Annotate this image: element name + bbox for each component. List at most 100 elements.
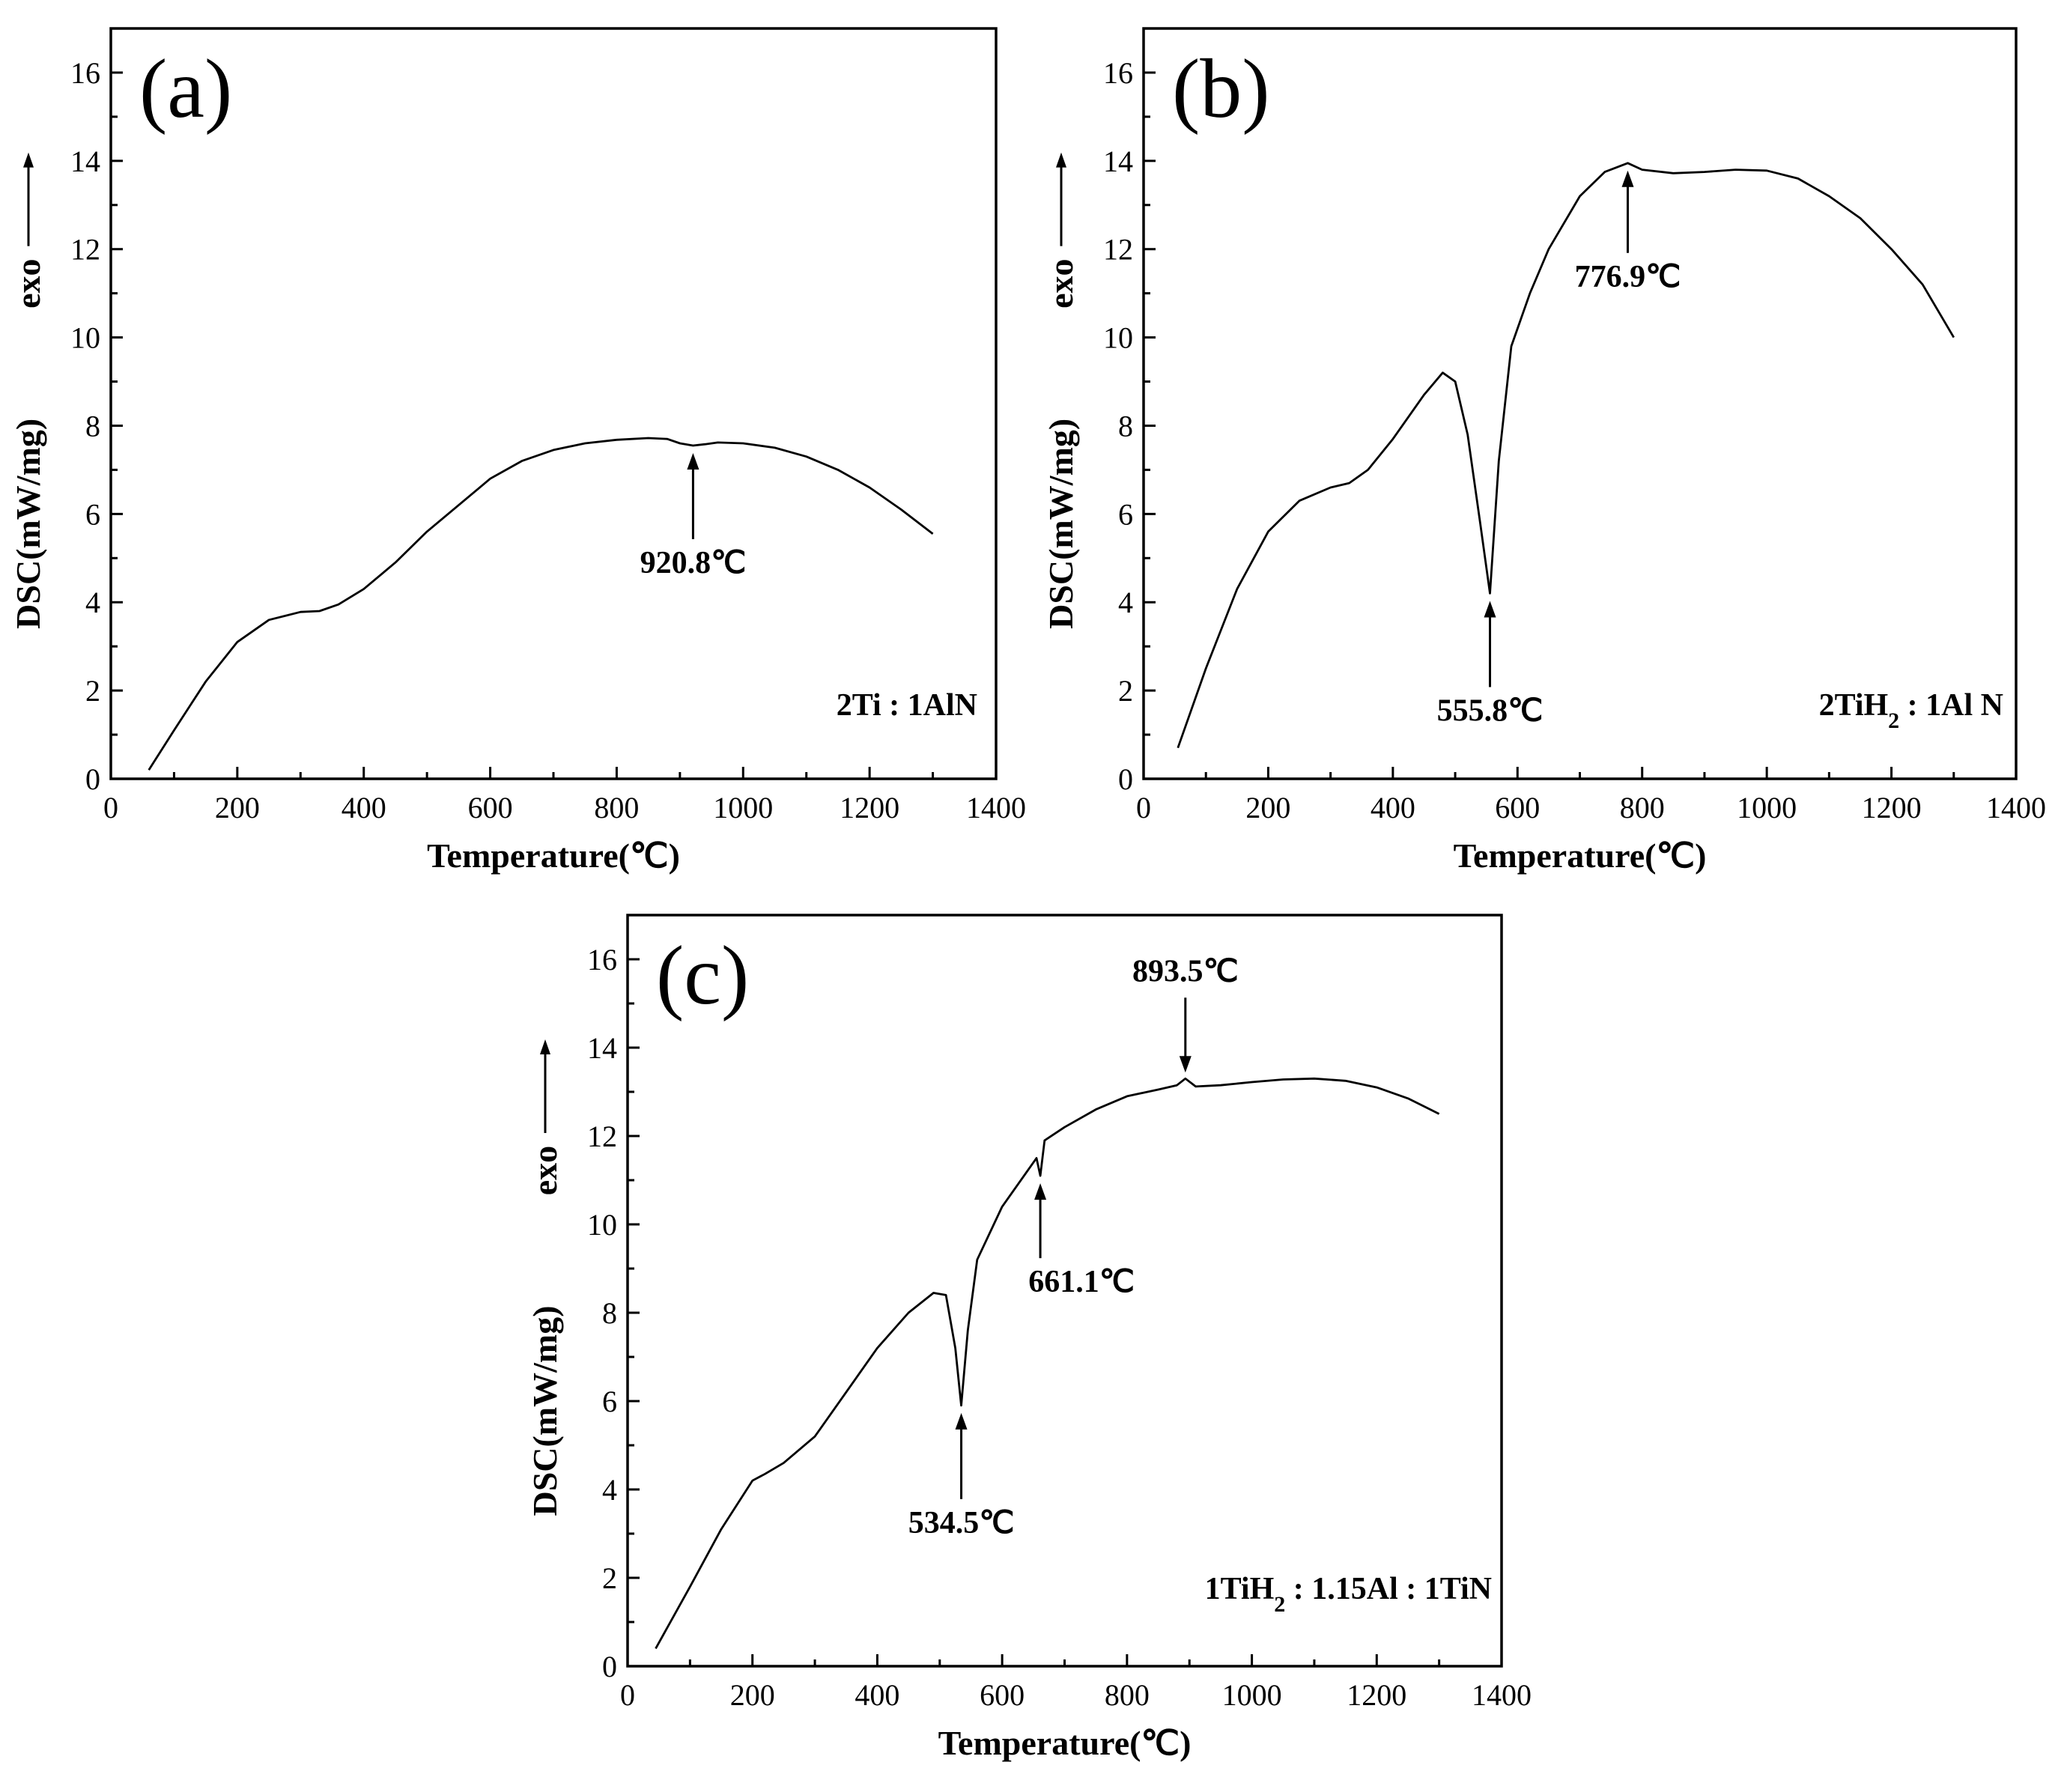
y-axis-label: DSC(mW/mg) bbox=[1042, 419, 1080, 629]
arrow-up-icon bbox=[1621, 170, 1634, 187]
y-tick-label: 6 bbox=[602, 1385, 617, 1418]
y-tick-label: 14 bbox=[587, 1031, 617, 1065]
y-tick-label: 12 bbox=[70, 233, 100, 267]
y-axis-label: DSC(mW/mg) bbox=[526, 1305, 564, 1516]
sample-label: 2Ti : 1AlN bbox=[837, 688, 977, 723]
axis-ticks bbox=[1142, 27, 2018, 780]
x-tick-label: 800 bbox=[1105, 1678, 1150, 1712]
x-tick-label: 1000 bbox=[713, 791, 773, 824]
tick-labels: 0 200 400 600 800 1000 1200 1400 0 2 4 6 8 10 12 14 16 bbox=[70, 56, 1026, 824]
axis-ticks bbox=[109, 27, 998, 780]
x-tick-label: 0 bbox=[1136, 791, 1151, 824]
peak-annotation: 534.5℃ bbox=[908, 1412, 1015, 1540]
y-tick-label: 8 bbox=[85, 409, 100, 443]
peak-annotation: 661.1℃ bbox=[1028, 1183, 1135, 1299]
sample-label-subscript: 2 bbox=[1274, 1592, 1285, 1617]
peak-annotations: 920.8℃ bbox=[640, 452, 747, 580]
x-tick-label: 1200 bbox=[1862, 791, 1922, 824]
x-tick-label: 1400 bbox=[966, 791, 1026, 824]
axis-ticks bbox=[626, 914, 1503, 1668]
arrow-up-icon bbox=[1034, 1183, 1047, 1200]
sample-label-suffix: : 1.15Al : 1TiN bbox=[1285, 1572, 1492, 1606]
x-tick-label: 1000 bbox=[1737, 791, 1797, 824]
dsc-curve bbox=[1177, 162, 1955, 749]
arrow-down-icon bbox=[1179, 1056, 1192, 1073]
arrow-up-icon bbox=[687, 452, 699, 470]
y-tick-label: 14 bbox=[1103, 145, 1133, 178]
panel-c: 0 200 400 600 800 1000 1200 1400 0 2 4 6 8 10 12 14 16 5… bbox=[526, 914, 1532, 1762]
peak-annotation: 920.8℃ bbox=[640, 452, 747, 580]
x-tick-label: 0 bbox=[620, 1678, 635, 1712]
exo-arrow-head bbox=[23, 152, 34, 168]
exo-label: exo bbox=[526, 1146, 564, 1195]
sample-label-main: 1TiH bbox=[1205, 1572, 1275, 1606]
x-tick-label: 200 bbox=[730, 1678, 775, 1712]
x-tick-label: 400 bbox=[855, 1678, 899, 1712]
y-tick-label: 6 bbox=[1118, 497, 1133, 531]
exo-arrow-icon bbox=[540, 1039, 550, 1134]
annotation-label: 555.8℃ bbox=[1437, 693, 1544, 728]
arrow-up-icon bbox=[955, 1412, 968, 1430]
annotation-label: 661.1℃ bbox=[1028, 1265, 1135, 1299]
peak-annotation: 776.9℃ bbox=[1575, 170, 1681, 294]
peak-annotations: 555.8℃ 776.9℃ bbox=[1437, 170, 1681, 728]
annotation-label: 920.8℃ bbox=[640, 546, 747, 580]
y-tick-label: 6 bbox=[85, 497, 100, 531]
x-axis-label: Temperature(℃) bbox=[1454, 836, 1707, 875]
y-tick-label: 10 bbox=[1103, 321, 1133, 355]
tick-labels: 0 200 400 600 800 1000 1200 1400 0 2 4 6 8 10 12 14 16 bbox=[587, 943, 1532, 1712]
y-tick-label: 8 bbox=[1118, 409, 1133, 443]
x-tick-label: 600 bbox=[468, 791, 513, 824]
x-axis-label: Temperature(℃) bbox=[427, 836, 680, 875]
exo-arrow-icon bbox=[1056, 152, 1066, 246]
y-tick-label: 0 bbox=[1118, 762, 1133, 796]
y-tick-label: 12 bbox=[1103, 233, 1133, 267]
dsc-curve bbox=[655, 1077, 1440, 1650]
tick-labels: 0 200 400 600 800 1000 1200 1400 0 2 4 6 8 10 12 14 16 bbox=[1103, 56, 2046, 824]
x-tick-label: 1200 bbox=[840, 791, 899, 824]
panel-label: (a) bbox=[139, 43, 232, 136]
x-axis-label: Temperature(℃) bbox=[938, 1724, 1192, 1762]
sample-label: 1TiH2 : 1.15Al : 1TiN bbox=[1205, 1572, 1492, 1617]
y-tick-label: 16 bbox=[1103, 56, 1133, 90]
exo-arrow-icon bbox=[23, 152, 34, 246]
y-tick-label: 14 bbox=[70, 145, 100, 178]
x-tick-label: 400 bbox=[1371, 791, 1415, 824]
peak-annotation: 893.5℃ bbox=[1132, 954, 1239, 1073]
plot-frame bbox=[109, 27, 998, 780]
annotation-label: 776.9℃ bbox=[1575, 260, 1681, 294]
y-tick-label: 0 bbox=[602, 1650, 617, 1683]
sample-label: 2TiH2 : 1Al N bbox=[1819, 688, 2003, 733]
x-tick-label: 0 bbox=[103, 791, 118, 824]
y-axis-label: DSC(mW/mg) bbox=[9, 419, 47, 629]
panel-a: 0 200 400 600 800 1000 1200 1400 0 2 4 6 8 10 12 14 16 9… bbox=[9, 27, 1026, 875]
sample-label-main: 2TiH bbox=[1819, 688, 1889, 723]
y-tick-label: 2 bbox=[1118, 674, 1133, 708]
arrow-up-icon bbox=[1484, 601, 1496, 618]
plot-frame bbox=[1142, 27, 2018, 780]
sample-label-suffix: : 1Al N bbox=[1899, 688, 2003, 723]
x-tick-label: 200 bbox=[215, 791, 260, 824]
y-tick-label: 10 bbox=[587, 1208, 617, 1242]
y-tick-label: 4 bbox=[85, 586, 100, 619]
exo-arrow-head bbox=[540, 1039, 550, 1055]
x-tick-label: 1200 bbox=[1347, 1678, 1406, 1712]
x-tick-label: 600 bbox=[980, 1678, 1025, 1712]
peak-annotations: 534.5℃ 661.1℃ 893.5℃ bbox=[908, 954, 1239, 1540]
dsc-curve bbox=[148, 437, 934, 771]
y-tick-label: 10 bbox=[70, 321, 100, 355]
y-tick-label: 16 bbox=[70, 56, 100, 90]
panel-label: (c) bbox=[656, 929, 749, 1022]
exo-label: exo bbox=[9, 258, 47, 308]
annotation-label: 893.5℃ bbox=[1132, 954, 1239, 988]
x-tick-label: 400 bbox=[342, 791, 386, 824]
x-tick-label: 800 bbox=[594, 791, 639, 824]
y-tick-label: 2 bbox=[602, 1561, 617, 1595]
x-tick-label: 600 bbox=[1495, 791, 1540, 824]
x-tick-label: 1000 bbox=[1222, 1678, 1282, 1712]
annotation-label: 534.5℃ bbox=[908, 1506, 1015, 1540]
y-tick-label: 8 bbox=[602, 1296, 617, 1330]
y-tick-label: 4 bbox=[602, 1473, 617, 1507]
y-tick-label: 4 bbox=[1118, 586, 1133, 619]
